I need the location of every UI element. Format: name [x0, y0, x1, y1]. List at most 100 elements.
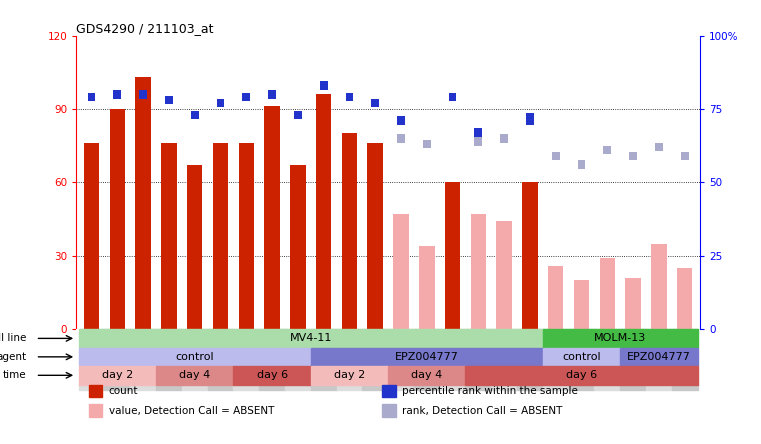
Bar [681, 152, 689, 160]
Bar [517, 329, 543, 390]
Bar [543, 329, 568, 390]
Text: control: control [562, 352, 601, 362]
Bar [182, 329, 208, 390]
Bar [238, 143, 254, 329]
Bar [78, 329, 543, 348]
Bar [88, 385, 102, 397]
Text: GSM739161: GSM739161 [501, 334, 507, 378]
Bar [397, 134, 405, 143]
Bar [208, 329, 234, 390]
Bar [320, 81, 327, 90]
Bar [388, 366, 466, 385]
Bar [135, 77, 151, 329]
Bar [316, 94, 331, 329]
Bar [620, 329, 646, 390]
Bar [234, 366, 310, 385]
Bar [646, 329, 672, 390]
Bar [655, 143, 663, 151]
Bar [672, 329, 698, 390]
Text: time: time [2, 370, 26, 381]
Bar [419, 246, 435, 329]
Text: GSM739169: GSM739169 [552, 334, 559, 378]
Bar [475, 137, 482, 146]
Text: day 2: day 2 [102, 370, 133, 381]
Text: EPZ004777: EPZ004777 [395, 352, 459, 362]
Bar [475, 128, 482, 137]
Bar [600, 258, 615, 329]
Bar [165, 96, 173, 104]
Bar [260, 329, 285, 390]
Text: percentile rank within the sample: percentile rank within the sample [402, 386, 578, 396]
Bar [78, 366, 156, 385]
Text: GSM739148: GSM739148 [320, 334, 326, 378]
Bar [310, 366, 388, 385]
Text: cell line: cell line [0, 333, 26, 343]
Bar [161, 143, 177, 329]
Bar [526, 114, 533, 122]
Bar [78, 348, 310, 366]
Text: GSM739155: GSM739155 [424, 334, 430, 378]
Text: GSM739159: GSM739159 [218, 334, 224, 378]
Bar [677, 268, 693, 329]
Bar [310, 329, 336, 390]
Bar [104, 329, 130, 390]
Text: GSM739154: GSM739154 [398, 334, 404, 378]
Bar [285, 329, 310, 390]
Bar [264, 107, 280, 329]
Bar [393, 214, 409, 329]
Bar [362, 329, 388, 390]
Bar [84, 143, 99, 329]
Bar [342, 133, 357, 329]
Text: GSM739162: GSM739162 [527, 334, 533, 378]
Text: agent: agent [0, 352, 26, 362]
Bar [130, 329, 156, 390]
Bar [629, 152, 637, 160]
Text: GSM739166: GSM739166 [630, 334, 636, 378]
Bar [414, 329, 440, 390]
Text: count: count [109, 386, 138, 396]
Bar [466, 366, 698, 385]
Bar [397, 116, 405, 125]
Bar [526, 116, 533, 125]
Text: rank, Detection Call = ABSENT: rank, Detection Call = ABSENT [402, 406, 562, 416]
Text: GSM739171: GSM739171 [604, 334, 610, 378]
Text: GSM739149: GSM739149 [346, 334, 352, 378]
Text: GSM739153: GSM739153 [140, 334, 146, 378]
Bar [156, 329, 182, 390]
Bar [552, 152, 559, 160]
Bar [268, 90, 276, 99]
Bar [578, 160, 585, 169]
Text: EPZ004777: EPZ004777 [627, 352, 691, 362]
Text: GSM739157: GSM739157 [166, 334, 172, 378]
Bar [139, 90, 147, 99]
Text: day 6: day 6 [256, 370, 288, 381]
Text: GSM739150: GSM739150 [372, 334, 378, 378]
Text: GSM739160: GSM739160 [476, 334, 482, 378]
Bar [78, 329, 104, 390]
Text: GSM739167: GSM739167 [656, 334, 662, 378]
Bar [626, 278, 641, 329]
Text: day 4: day 4 [179, 370, 210, 381]
Bar [88, 93, 95, 102]
Text: GSM739168: GSM739168 [682, 334, 688, 378]
Bar [388, 329, 414, 390]
Text: day 6: day 6 [566, 370, 597, 381]
Bar [368, 143, 383, 329]
Bar [234, 329, 260, 390]
Bar [470, 214, 486, 329]
Text: GSM739163: GSM739163 [244, 334, 250, 378]
Bar [113, 90, 121, 99]
Bar [191, 111, 199, 119]
Bar [496, 222, 512, 329]
Text: GSM739170: GSM739170 [578, 334, 584, 378]
Bar [543, 329, 698, 348]
Text: day 4: day 4 [411, 370, 442, 381]
Text: MV4-11: MV4-11 [290, 333, 332, 343]
Text: value, Detection Call = ABSENT: value, Detection Call = ABSENT [109, 406, 274, 416]
Bar [88, 404, 102, 417]
Bar [651, 243, 667, 329]
Bar [110, 109, 125, 329]
Bar [594, 329, 620, 390]
Bar [310, 348, 543, 366]
Bar [440, 329, 466, 390]
